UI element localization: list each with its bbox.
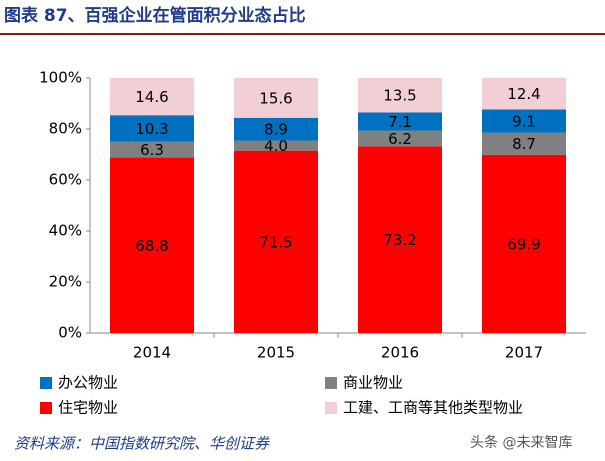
bar-segment xyxy=(482,109,566,133)
value-label: 68.8 xyxy=(135,237,168,255)
value-label: 6.2 xyxy=(388,130,412,148)
y-tick-label: 40% xyxy=(49,222,82,240)
y-tick-label: 0% xyxy=(58,324,82,342)
bar-segment xyxy=(110,157,194,333)
chart-title: 图表 87、百强企业在管面积分业态占比 xyxy=(4,5,306,26)
bar-segment xyxy=(358,78,442,113)
legend-label: 商业物业 xyxy=(343,374,403,392)
value-label: 4.0 xyxy=(264,137,288,155)
legend-swatch xyxy=(40,377,52,389)
value-label: 9.1 xyxy=(512,112,536,130)
bar-segment xyxy=(234,117,318,141)
legend-swatch xyxy=(325,402,337,414)
value-label: 15.6 xyxy=(259,89,292,107)
bar-segment xyxy=(358,112,442,131)
bar-segment xyxy=(234,150,318,333)
x-tick-label: 2017 xyxy=(505,344,543,362)
bar-segment xyxy=(234,140,318,151)
x-tick-label: 2014 xyxy=(133,344,171,362)
value-label: 71.5 xyxy=(259,233,292,251)
bar-segment xyxy=(358,146,442,333)
legend-label: 工建、工商等其他类型物业 xyxy=(343,399,523,417)
value-label: 73.2 xyxy=(383,231,416,249)
value-label: 7.1 xyxy=(388,113,412,131)
legend-label: 办公物业 xyxy=(58,374,118,392)
y-tick-label: 60% xyxy=(49,171,82,189)
value-label: 12.4 xyxy=(507,85,540,103)
legend-swatch xyxy=(40,402,52,414)
x-tick-label: 2016 xyxy=(381,344,419,362)
legend-label: 住宅物业 xyxy=(58,399,118,417)
y-tick-label: 80% xyxy=(49,120,82,138)
bar-segment xyxy=(482,132,566,155)
bar-segment xyxy=(110,141,194,158)
bar-segment xyxy=(482,154,566,333)
x-tick-label: 2015 xyxy=(257,344,295,362)
value-label: 69.9 xyxy=(507,235,540,253)
bar-segment xyxy=(234,78,318,118)
source: 资料来源：中国指数研究院、华创证券 xyxy=(14,435,270,453)
value-label: 14.6 xyxy=(135,88,168,106)
bar-segment xyxy=(482,77,566,110)
bar-segment xyxy=(358,130,442,147)
value-label: 8.7 xyxy=(512,135,536,153)
bar-segment xyxy=(110,115,194,142)
value-label: 6.3 xyxy=(140,141,164,159)
bar-segment xyxy=(110,78,194,116)
watermark: 头条 @未来智库 xyxy=(470,434,572,451)
y-tick-label: 20% xyxy=(49,273,82,291)
value-label: 13.5 xyxy=(383,87,416,105)
value-label: 10.3 xyxy=(135,120,168,138)
y-tick-label: 100% xyxy=(39,69,82,87)
value-label: 8.9 xyxy=(264,121,288,139)
legend-swatch xyxy=(325,377,337,389)
